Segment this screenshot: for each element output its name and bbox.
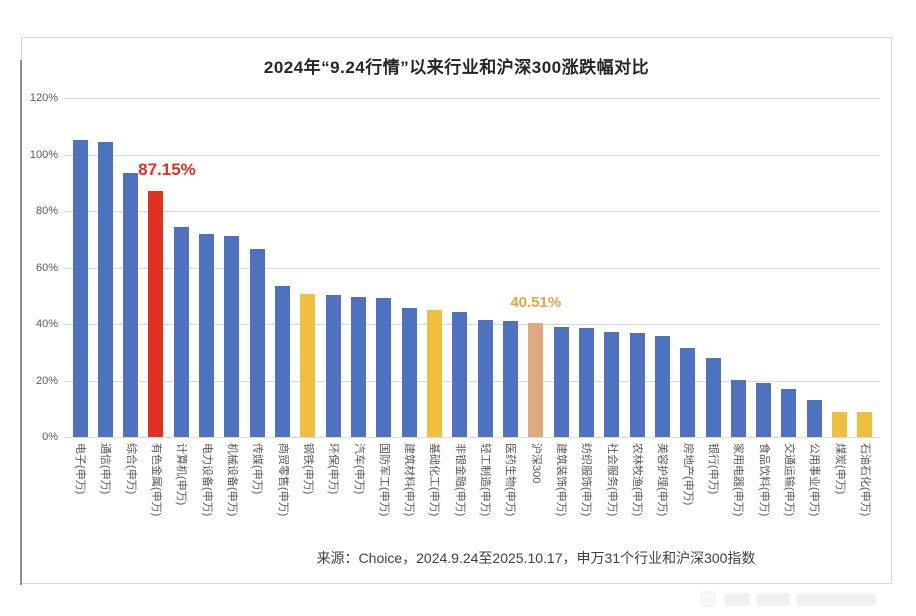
x-axis-category-label: 农林牧渔(申万) bbox=[631, 443, 644, 517]
annotation-value-label: 87.15% bbox=[138, 159, 196, 179]
x-axis-category-label: 环保(申万) bbox=[327, 443, 340, 495]
bar-石油石化(申万) bbox=[857, 412, 873, 437]
gridline bbox=[64, 98, 880, 99]
bar-沪深300 bbox=[528, 322, 544, 437]
bar-通信(申万) bbox=[97, 141, 113, 437]
x-axis-category-label: 轻工制造(申万) bbox=[479, 443, 492, 517]
y-axis-tick-label: 60% bbox=[35, 261, 58, 274]
x-axis-category-label: 国防军工(申万) bbox=[377, 443, 390, 517]
x-axis-category-label: 公用事业(申万) bbox=[808, 443, 821, 517]
y-axis-tick-label: 80% bbox=[35, 205, 58, 217]
bar-公用事业(申万) bbox=[806, 400, 822, 437]
bar-建筑材料(申万) bbox=[401, 307, 417, 437]
y-axis-tick-label: 40% bbox=[35, 318, 58, 330]
x-axis-category-label: 交通运输(申万) bbox=[782, 443, 795, 517]
bar-交通运输(申万) bbox=[781, 388, 797, 437]
x-axis-category-label: 钢铁(申万) bbox=[301, 443, 314, 495]
gridline bbox=[64, 324, 880, 325]
x-axis-category-label: 建筑材料(申万) bbox=[403, 443, 416, 517]
x-axis-category-label: 有色金属(申万) bbox=[149, 443, 162, 517]
bar-医药生物(申万) bbox=[502, 320, 518, 437]
watermark-text-blur bbox=[796, 593, 876, 606]
x-axis-category-label: 食品饮料(申万) bbox=[757, 443, 770, 517]
x-axis-category-label: 计算机(申万) bbox=[175, 443, 188, 506]
bar-农林牧渔(申万) bbox=[629, 333, 645, 437]
annotation-value-label: 40.51% bbox=[510, 293, 562, 311]
chart-card bbox=[21, 37, 892, 584]
x-axis-category-label: 通信(申万) bbox=[99, 443, 112, 495]
x-axis-category-label: 综合(申万) bbox=[124, 443, 137, 495]
bar-商贸零售(申万) bbox=[275, 285, 291, 437]
bar-美容护理(申万) bbox=[654, 336, 670, 437]
y-axis-tick-label: 20% bbox=[35, 374, 58, 387]
bar-基础化工(申万) bbox=[426, 309, 442, 437]
watermark-text-blur bbox=[724, 593, 750, 606]
x-axis-category-label: 电子(申万) bbox=[74, 443, 86, 495]
x-axis-category-label: 房地产(申万) bbox=[681, 443, 694, 506]
bar-社会服务(申万) bbox=[604, 331, 620, 437]
bar-钢铁(申万) bbox=[300, 294, 316, 437]
bar-综合(申万) bbox=[123, 173, 139, 437]
y-axis-tick-label: 120% bbox=[29, 92, 58, 104]
bar-银行(申万) bbox=[705, 357, 721, 437]
x-axis-category-label: 煤炭(申万) bbox=[833, 443, 846, 495]
watermark-text-blur bbox=[756, 593, 790, 606]
x-axis-category-label: 石油石化(申万) bbox=[858, 443, 871, 517]
watermark-icon bbox=[700, 591, 716, 607]
x-axis-category-label: 机械设备(申万) bbox=[225, 443, 238, 517]
bar-房地产(申万) bbox=[680, 348, 696, 437]
bar-纺织服饰(申万) bbox=[578, 328, 594, 437]
x-axis-category-label: 纺织服饰(申万) bbox=[580, 443, 593, 517]
x-axis-category-label: 沪深300 bbox=[529, 443, 542, 484]
x-axis-category-label: 建筑装饰(申万) bbox=[555, 443, 568, 517]
bar-环保(申万) bbox=[325, 295, 341, 437]
bar-机械设备(申万) bbox=[224, 235, 240, 437]
bar-食品饮料(申万) bbox=[756, 383, 772, 437]
bar-电力设备(申万) bbox=[199, 234, 215, 437]
source-note: 来源：Choice，2024.9.24至2025.10.17，申万31个行业和沪… bbox=[316, 550, 756, 566]
bar-建筑装饰(申万) bbox=[553, 326, 569, 437]
x-axis-category-label: 基础化工(申万) bbox=[428, 443, 441, 517]
bar-有色金属(申万) bbox=[148, 190, 164, 437]
x-axis-category-label: 美容护理(申万) bbox=[656, 443, 669, 517]
bar-家用电器(申万) bbox=[730, 379, 746, 437]
gridline bbox=[64, 380, 880, 382]
bar-传媒(申万) bbox=[249, 249, 265, 437]
x-axis-category-label: 电力设备(申万) bbox=[200, 443, 213, 517]
card-left-edge bbox=[20, 60, 22, 585]
bar-国防军工(申万) bbox=[376, 298, 392, 437]
bar-电子(申万) bbox=[72, 139, 88, 437]
bar-汽车(申万) bbox=[351, 296, 367, 437]
gridline bbox=[64, 211, 880, 212]
x-axis-category-label: 商贸零售(申万) bbox=[276, 443, 289, 517]
gridline bbox=[64, 267, 880, 269]
bar-计算机(申万) bbox=[173, 227, 189, 437]
watermark bbox=[700, 589, 880, 611]
x-axis-category-label: 汽车(申万) bbox=[352, 443, 365, 495]
x-axis-category-label: 社会服务(申万) bbox=[605, 443, 618, 517]
chart-title: 2024年“9.24行情”以来行业和沪深300涨跌幅对比 bbox=[263, 58, 650, 77]
gridline bbox=[64, 437, 880, 438]
bar-煤炭(申万) bbox=[832, 412, 848, 437]
x-axis-category-label: 家用电器(申万) bbox=[732, 443, 745, 517]
x-axis-category-label: 银行(申万) bbox=[707, 443, 719, 495]
bar-轻工制造(申万) bbox=[477, 320, 493, 437]
x-axis-category-label: 医药生物(申万) bbox=[504, 443, 517, 517]
bar-非银金融(申万) bbox=[452, 312, 468, 437]
x-axis-category-label: 传媒(申万) bbox=[251, 443, 264, 495]
x-axis-category-label: 非银金融(申万) bbox=[453, 443, 466, 517]
y-axis-tick-label: 0% bbox=[42, 431, 58, 443]
gridline bbox=[64, 154, 880, 156]
y-axis-tick-label: 100% bbox=[29, 148, 58, 161]
